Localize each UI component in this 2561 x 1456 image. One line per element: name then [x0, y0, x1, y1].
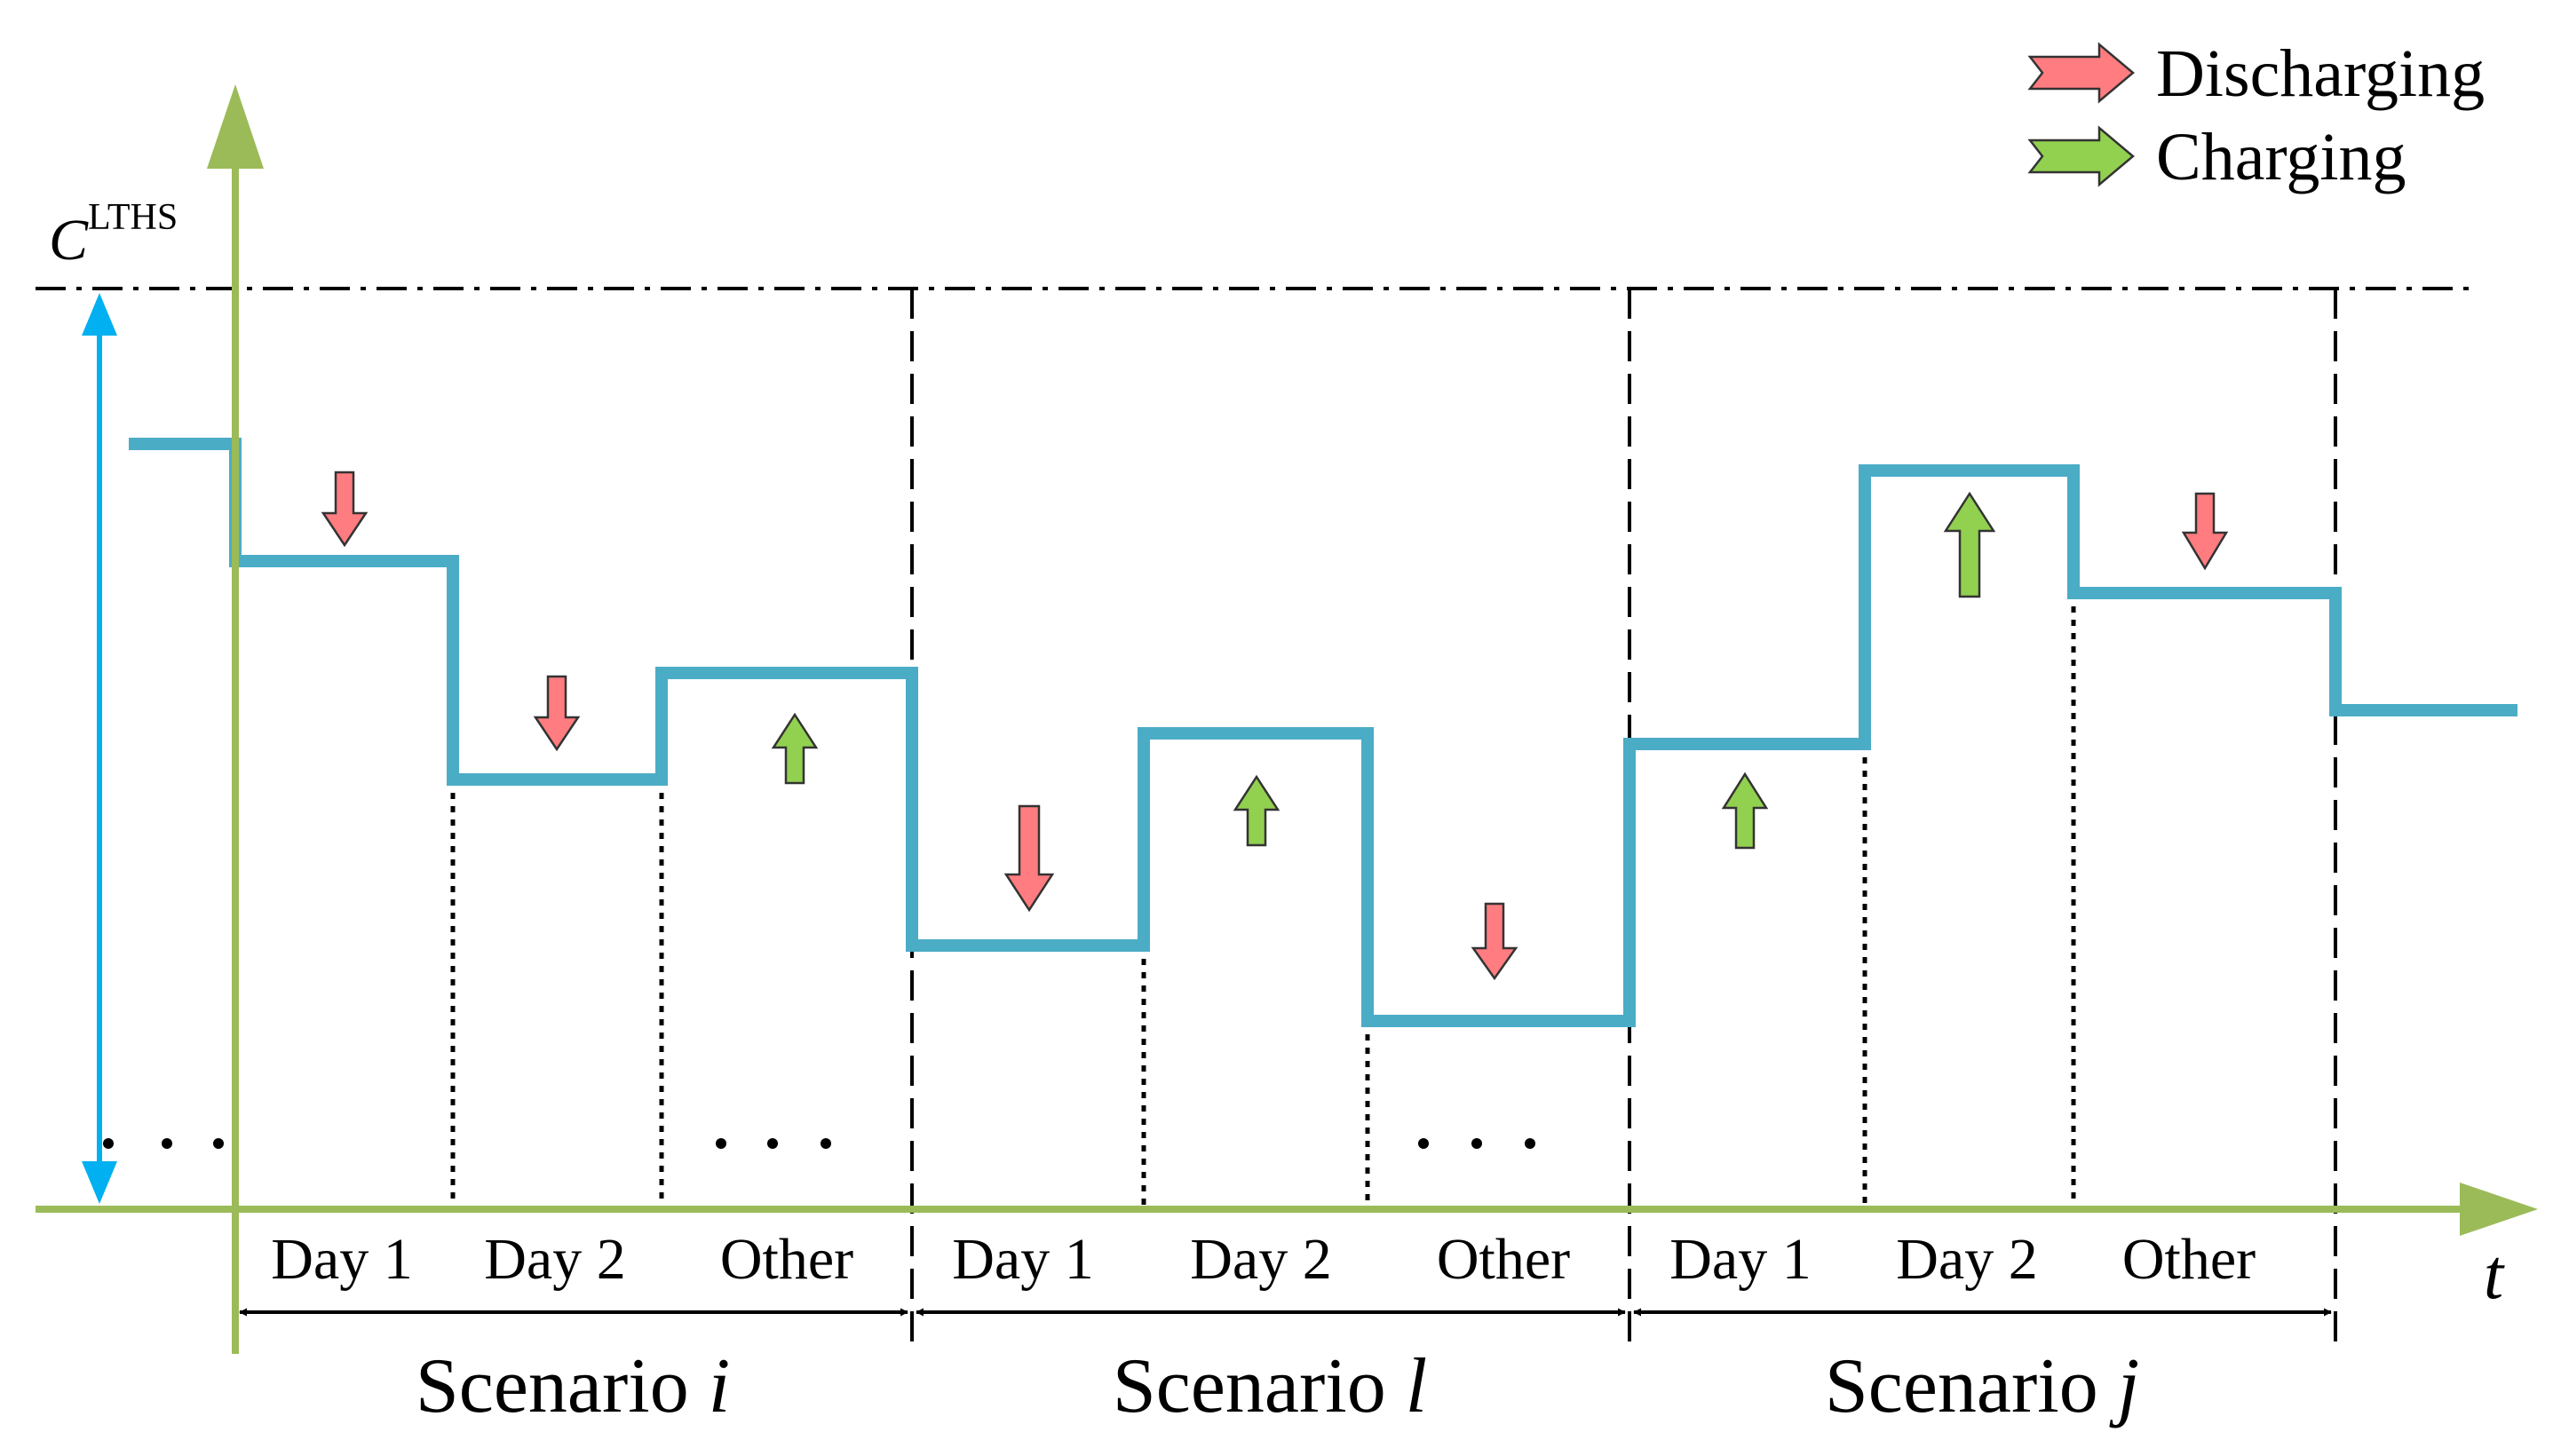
scenario-label-i: Scenario i [416, 1343, 730, 1429]
discharging-arrow-icon [1003, 804, 1055, 913]
period-label: Other [1437, 1227, 1570, 1292]
stored-energy-line [129, 438, 2517, 1027]
charging-arrow-icon [1721, 772, 1769, 850]
discharging-legend-icon [2027, 42, 2135, 104]
capacity-axis [207, 84, 264, 1354]
charging-arrow-icon [1943, 491, 1996, 598]
discharging-arrow-icon [2181, 492, 2229, 571]
scenario-label-j: Scenario j [1825, 1343, 2139, 1429]
ellipsis-left [103, 1138, 224, 1149]
period-label: Day 1 [271, 1227, 412, 1292]
ellipses [103, 1138, 1535, 1149]
ellipsis-scenario-i [716, 1138, 831, 1149]
flow-arrows [321, 471, 2229, 981]
period-label: Day 2 [484, 1227, 625, 1292]
period-label: Day 1 [952, 1227, 1093, 1292]
discharging-legend-label: Discharging [2156, 36, 2485, 111]
scenario-labels: Scenario i Scenario l Scenario j [416, 1343, 2139, 1429]
capacity-superscript: LTHS [88, 197, 178, 238]
capacity-label: CLTHS [49, 197, 178, 273]
period-label: Day 2 [1190, 1227, 1331, 1292]
legend: Discharging Charging [2027, 36, 2485, 194]
capacity-symbol: C [49, 208, 89, 273]
time-axis-label: t [2484, 1236, 2505, 1314]
scenario-label-l: Scenario l [1113, 1343, 1427, 1429]
period-label: Day 1 [1669, 1227, 1811, 1292]
discharging-arrow-icon [533, 675, 581, 752]
ellipsis-scenario-l [1418, 1138, 1535, 1149]
period-label: Other [2122, 1227, 2256, 1292]
discharging-arrow-icon [1471, 902, 1518, 981]
time-axis-arrowhead [2460, 1183, 2538, 1236]
charging-legend-icon [2027, 125, 2135, 187]
period-label: Day 2 [1896, 1227, 2037, 1292]
period-label: Other [720, 1227, 853, 1292]
charging-arrow-icon [1233, 774, 1280, 847]
capacity-range-arrow [82, 293, 117, 1204]
capacity-axis-arrowhead [207, 84, 264, 169]
charging-arrow-icon [771, 712, 819, 785]
period-labels: Day 1 Day 2 Other Day 1 Day 2 Other Day … [271, 1227, 2256, 1292]
time-axis [36, 1183, 2538, 1236]
discharging-arrow-icon [321, 471, 369, 548]
charging-legend-label: Charging [2156, 120, 2406, 194]
day-boundaries [450, 593, 2076, 1209]
